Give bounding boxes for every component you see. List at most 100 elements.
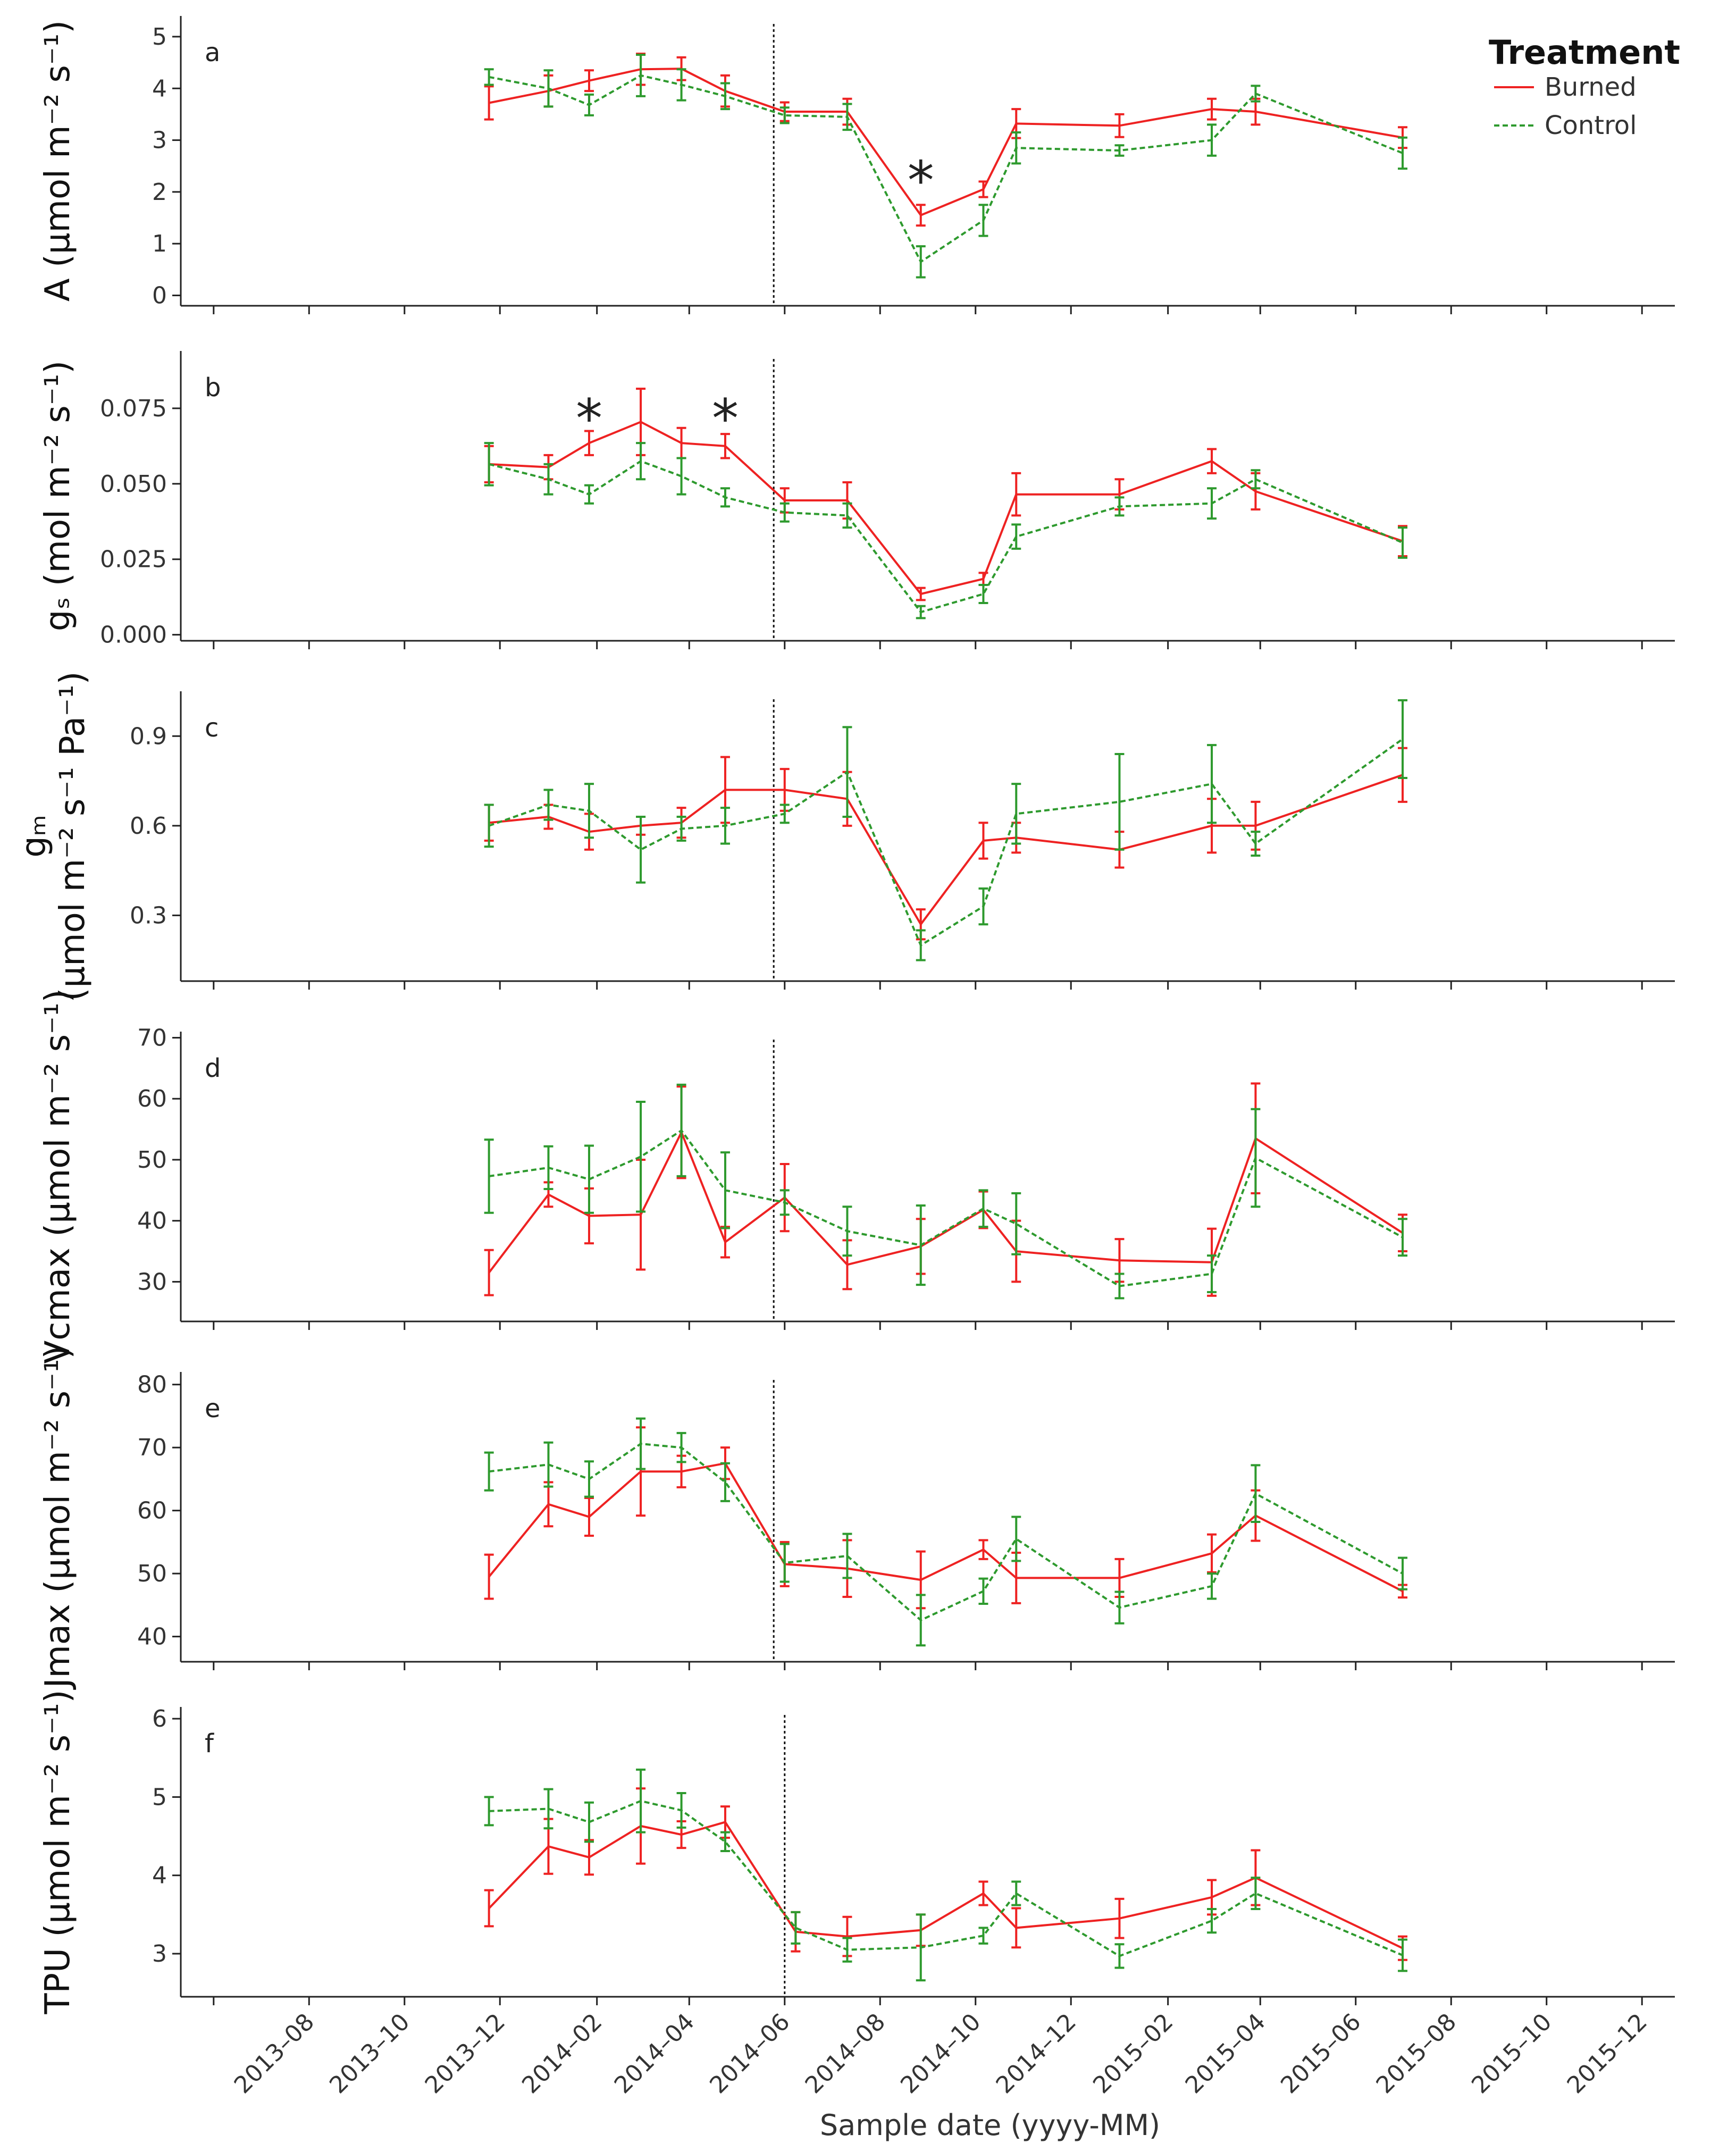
x-tick-label: 2013–10	[324, 2008, 415, 2099]
control-error-bar	[1207, 1572, 1217, 1600]
control-error-bar	[842, 502, 852, 529]
burned-error-bar	[1114, 113, 1125, 138]
control-error-bar	[842, 726, 852, 818]
control-error-bar	[720, 807, 730, 845]
control-error-bar	[978, 887, 988, 926]
control-error-bar	[543, 789, 553, 821]
control-error-bar	[1114, 144, 1125, 157]
control-error-bar	[676, 68, 686, 102]
significance-marker: *	[576, 387, 602, 449]
burned-error-bar	[1207, 448, 1217, 474]
control-error-bar	[1114, 1590, 1125, 1625]
y-tick-label: 1	[152, 230, 167, 257]
legend-title: Treatment	[1489, 33, 1680, 72]
control-error-bar	[1398, 1938, 1408, 1972]
x-axis-label: Sample date (yyyy-MM)	[820, 2108, 1160, 2142]
control-error-bar	[484, 803, 494, 848]
x-tick-label: 2015–12	[1562, 2008, 1653, 2099]
control-series-line	[489, 1799, 1403, 1957]
control-error-bar	[584, 93, 594, 116]
x-tick-label: 2014–04	[609, 2008, 700, 2099]
y-tick-label: 0.025	[100, 546, 167, 573]
control-error-bar	[978, 204, 988, 237]
burned-error-bar	[978, 822, 988, 860]
x-tick-label: 2014–06	[705, 2008, 795, 2099]
control-error-bar	[484, 442, 494, 487]
burned-series-line	[489, 68, 1403, 217]
control-error-bar	[1011, 783, 1021, 845]
y-tick-label: 6	[152, 1705, 167, 1732]
control-error-bar	[720, 1462, 730, 1502]
y-tick-label: 70	[137, 1024, 167, 1051]
x-tick-label: 2015–06	[1276, 2008, 1366, 2099]
y-tick-label: 50	[137, 1146, 167, 1174]
y-tick-label: 3	[152, 127, 167, 154]
control-error-bar	[543, 1441, 553, 1488]
panel-letter: e	[205, 1394, 221, 1424]
y-axis-label: Jmax (µmol m⁻² s⁻¹)	[38, 1346, 78, 1690]
burned-error-bar	[1114, 1897, 1125, 1939]
control-error-bar	[543, 1788, 553, 1830]
control-error-bar	[1207, 123, 1217, 157]
y-axis-label: gₘ	[14, 815, 54, 858]
control-error-bar	[1114, 1273, 1125, 1300]
significance-marker: *	[712, 387, 739, 449]
control-series-line	[489, 738, 1404, 947]
x-tick-label: 2015–08	[1371, 2008, 1462, 2099]
control-error-bar	[779, 803, 790, 824]
y-tick-label: 60	[137, 1497, 167, 1525]
control-error-bar	[1011, 523, 1021, 550]
burned-error-bar	[720, 433, 730, 459]
control-error-bar	[842, 103, 852, 131]
burned-error-bar	[584, 1496, 594, 1537]
control-error-bar	[916, 245, 926, 279]
y-axis-label: (µmol m⁻² s⁻¹ Pa⁻¹)	[53, 672, 93, 1001]
y-tick-label: 80	[137, 1371, 167, 1399]
control-error-bar	[842, 1533, 852, 1579]
burned-series-line	[489, 774, 1403, 926]
legend-burned-label: Burned	[1545, 72, 1637, 102]
panel-e: 40 50 60 70 80 e Jmax (µmol m⁻² s⁻¹)	[38, 1346, 1675, 1690]
control-error-bar	[676, 1792, 686, 1829]
y-tick-label: 0.6	[130, 813, 167, 840]
control-error-bar	[720, 487, 730, 508]
control-error-bar	[779, 502, 790, 523]
control-error-bar	[1207, 744, 1217, 824]
control-error-bar	[584, 484, 594, 505]
y-tick-label: 2	[152, 179, 167, 206]
control-error-bar	[978, 1189, 988, 1228]
x-tick-label: 2014–10	[895, 2008, 986, 2099]
control-error-bar	[842, 1937, 852, 1963]
burned-error-bar	[584, 430, 594, 456]
control-error-bar	[720, 1831, 730, 1853]
control-error-bar	[543, 1145, 553, 1191]
panel-b: 0.000 0.025 0.050 0.075 b gₛ (mol m⁻² s⁻¹) * *	[38, 351, 1675, 649]
legend-control-label: Control	[1545, 111, 1637, 140]
control-error-bar	[1398, 136, 1408, 170]
y-tick-label: 3	[152, 1940, 167, 1968]
control-error-bar	[484, 68, 494, 86]
burned-series-line	[488, 1462, 1403, 1593]
x-tick-label: 2014–08	[800, 2008, 891, 2099]
control-error-bar	[1207, 487, 1217, 520]
y-tick-label: 40	[137, 1623, 167, 1651]
control-series-line	[489, 74, 1403, 264]
control-error-bar	[636, 1768, 646, 1834]
y-tick-label: 40	[137, 1208, 167, 1235]
control-error-bar	[978, 583, 988, 605]
panel-letter: b	[205, 373, 221, 403]
control-error-bar	[779, 106, 790, 124]
control-series-line	[489, 1129, 1403, 1287]
control-error-bar	[916, 929, 926, 961]
control-error-bar	[978, 1927, 988, 1945]
burned-series-line	[488, 1129, 1404, 1274]
burned-series-line	[488, 1821, 1403, 1949]
control-error-bar	[1251, 1877, 1261, 1911]
control-error-bar	[779, 1189, 790, 1216]
control-error-bar	[1251, 831, 1261, 857]
control-error-bar	[484, 1139, 494, 1214]
control-error-bar	[584, 1144, 594, 1214]
control-error-bar	[1207, 1908, 1217, 1934]
